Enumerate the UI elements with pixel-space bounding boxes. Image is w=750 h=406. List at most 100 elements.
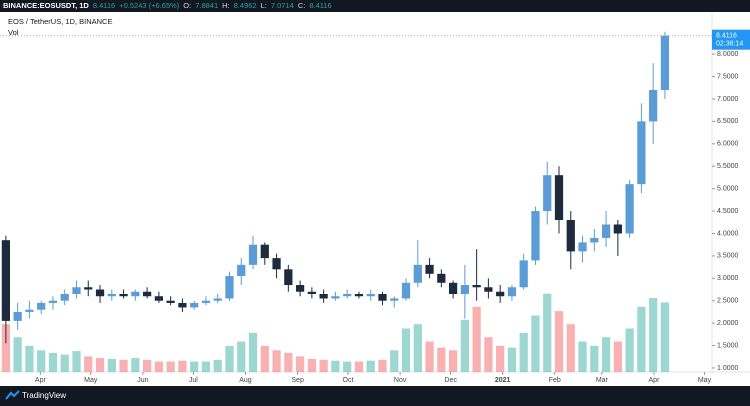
volume-bar [13, 337, 22, 372]
y-tick-label: 1.0000 [717, 365, 739, 372]
volume-bar [284, 352, 293, 372]
ohlc-value: 8.4962 [233, 1, 257, 10]
candle-body [378, 293, 387, 301]
volume-bar [190, 361, 199, 372]
volume-bar [272, 350, 281, 372]
candle-body [484, 287, 493, 292]
x-tick-label: May [698, 377, 712, 384]
x-tick-label: 2021 [495, 377, 511, 384]
candle-body [295, 285, 305, 292]
candle-body [613, 224, 622, 234]
volume-bar [413, 324, 422, 372]
y-tick-label: 1.5000 [717, 342, 739, 349]
x-tick-label: Sep [291, 377, 304, 384]
y-tick-label: 8.0000 [717, 51, 739, 58]
candle-body [448, 282, 458, 294]
y-tick-label: 5.0000 [717, 185, 739, 192]
candle-body [319, 293, 328, 299]
candle-body [660, 35, 670, 91]
ohlc-label: C: [297, 1, 306, 10]
change: +0.5243 (+6.65%) [119, 1, 180, 10]
y-tick-label: 2.0000 [717, 320, 739, 327]
x-tick-label: Dec [444, 377, 457, 384]
candle-body [507, 287, 517, 297]
candle-body [401, 282, 411, 299]
candle-body [366, 293, 375, 297]
volume-bar [554, 311, 564, 372]
ohlc-value: 8.4116 [309, 1, 332, 10]
candle-body [107, 293, 116, 297]
symbol: BINANCE:EOSUSDT, 1D [3, 1, 89, 10]
candle-body [543, 175, 552, 212]
volume-bar [225, 345, 234, 372]
x-tick-label: Aug [239, 377, 252, 384]
countdown: 02:36:14 [716, 41, 743, 48]
volume-bar [625, 328, 634, 372]
volume-bar [331, 360, 340, 372]
y-tick-label: 6.0000 [717, 141, 739, 148]
candle-body [425, 264, 434, 274]
x-tick-label: Feb [549, 377, 561, 384]
volume-bar [543, 293, 552, 372]
volume-bar [201, 361, 211, 372]
ohlc-label: L: [260, 1, 267, 10]
volume-bar [319, 359, 328, 372]
candle-body [354, 293, 364, 297]
ohlc-label: O: [183, 1, 192, 10]
volume-bar [48, 352, 58, 372]
candle-body [531, 211, 540, 261]
price-tag [712, 29, 750, 50]
volume-bar [484, 337, 493, 372]
candle-body [225, 276, 234, 299]
volume-bar [131, 358, 140, 372]
candle-body [519, 260, 528, 288]
footer: TradingView [0, 386, 750, 406]
candle-body [307, 291, 316, 294]
candle-body [554, 175, 564, 221]
ohlc-label: H: [222, 1, 230, 10]
candle-body [166, 300, 175, 303]
candle-body [637, 121, 646, 185]
candle-body [237, 264, 246, 277]
candle-body [1, 240, 11, 321]
candle-body [437, 273, 446, 283]
volume-bar [248, 332, 258, 372]
volume-bar [601, 337, 611, 372]
volume-bar [390, 350, 399, 372]
volume-bar [119, 359, 128, 372]
candle-body [413, 264, 422, 283]
candle-body [119, 293, 128, 297]
volume-bar [566, 324, 575, 372]
candle-body [154, 296, 163, 301]
candle-body [343, 293, 352, 297]
candle-body [48, 300, 58, 303]
volume-bar [84, 356, 93, 372]
candle-body [248, 244, 258, 265]
volume-bar [213, 359, 222, 372]
volume-bar [378, 359, 387, 372]
candle-body [131, 291, 140, 297]
chart-title: EOS / TetherUS, 1D, BINANCE [8, 17, 112, 26]
volume-bar [295, 356, 305, 372]
volume-bar [307, 358, 316, 372]
volume-bar [460, 319, 469, 372]
candle-body [60, 293, 69, 301]
candle-body [142, 291, 152, 297]
candle-body [472, 285, 481, 288]
volume-bar [649, 298, 658, 372]
volume-label: Vol [8, 28, 19, 37]
y-tick-label: 3.5000 [717, 253, 739, 260]
volume-bar [166, 361, 175, 372]
candle-body [178, 302, 187, 308]
volume-bar [60, 354, 69, 372]
volume-bar [578, 341, 587, 372]
candle-body [496, 291, 505, 297]
candle-body [84, 287, 93, 290]
candle-body [625, 184, 634, 234]
chart: EOS / TetherUS, 1D, BINANCE Vol 1.0000 1.… [0, 12, 750, 384]
ohlc-value: 7.0714 [270, 1, 294, 10]
volume-bar [519, 332, 528, 372]
candle-body [284, 269, 293, 286]
x-tick-label: Apr [649, 377, 661, 384]
volume-bar [154, 361, 163, 372]
